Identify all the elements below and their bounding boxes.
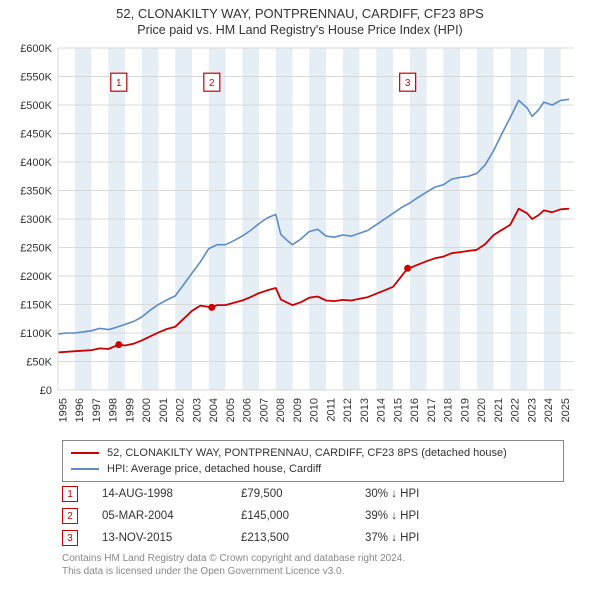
svg-text:2020: 2020 — [476, 398, 488, 422]
svg-text:£250K: £250K — [20, 243, 52, 255]
legend-item: 52, CLONAKILTY WAY, PONTPRENNAU, CARDIFF… — [71, 445, 555, 461]
sale-price: £145,000 — [241, 510, 341, 522]
svg-text:2023: 2023 — [526, 398, 538, 422]
svg-text:2018: 2018 — [443, 398, 455, 422]
svg-text:2019: 2019 — [459, 398, 471, 422]
svg-text:2022: 2022 — [510, 398, 522, 422]
svg-text:£350K: £350K — [20, 186, 52, 198]
legend-item: HPI: Average price, detached house, Card… — [71, 461, 555, 477]
svg-text:2016: 2016 — [409, 398, 421, 422]
svg-text:£450K: £450K — [20, 129, 52, 141]
svg-text:2007: 2007 — [258, 398, 270, 422]
sale-marker-icon: 2 — [62, 508, 78, 524]
sale-row: 1 14-AUG-1998 £79,500 30% ↓ HPI — [62, 486, 564, 502]
svg-text:2009: 2009 — [292, 398, 304, 422]
svg-text:£500K: £500K — [20, 100, 52, 112]
svg-text:2006: 2006 — [242, 398, 254, 422]
svg-text:£200K: £200K — [20, 271, 52, 283]
svg-text:£50K: £50K — [26, 357, 52, 369]
footer-line: Contains HM Land Registry data © Crown c… — [62, 552, 564, 565]
svg-text:2014: 2014 — [376, 398, 388, 422]
sale-hpi-delta: 39% ↓ HPI — [365, 510, 419, 522]
svg-text:2002: 2002 — [175, 398, 187, 422]
svg-text:1: 1 — [116, 78, 122, 89]
legend-label: HPI: Average price, detached house, Card… — [107, 461, 321, 477]
svg-text:2005: 2005 — [225, 398, 237, 422]
svg-text:1999: 1999 — [124, 398, 136, 422]
svg-text:2012: 2012 — [342, 398, 354, 422]
sale-price: £79,500 — [241, 488, 341, 500]
title-subtitle: Price paid vs. HM Land Registry's House … — [0, 23, 600, 37]
svg-text:2010: 2010 — [309, 398, 321, 422]
chart-wrap: £0 £50K £100K £150K £200K £250K £300K £350K £400… — [0, 42, 600, 430]
svg-text:2: 2 — [209, 78, 215, 89]
legend-swatch — [71, 468, 99, 470]
sale-date: 14-AUG-1998 — [102, 488, 217, 500]
svg-text:£100K: £100K — [20, 328, 52, 340]
svg-text:2000: 2000 — [141, 398, 153, 422]
svg-text:2021: 2021 — [493, 398, 505, 422]
title-address: 52, CLONAKILTY WAY, PONTPRENNAU, CARDIFF… — [0, 6, 600, 21]
svg-text:2013: 2013 — [359, 398, 371, 422]
chart-title-block: 52, CLONAKILTY WAY, PONTPRENNAU, CARDIFF… — [0, 0, 600, 37]
svg-text:3: 3 — [405, 78, 411, 89]
copyright-footer: Contains HM Land Registry data © Crown c… — [62, 552, 564, 578]
sales-table: 1 14-AUG-1998 £79,500 30% ↓ HPI 2 05-MAR… — [62, 486, 564, 552]
legend-label: 52, CLONAKILTY WAY, PONTPRENNAU, CARDIFF… — [107, 445, 507, 461]
sale-row: 2 05-MAR-2004 £145,000 39% ↓ HPI — [62, 508, 564, 524]
sale-marker-icon: 1 — [62, 486, 78, 502]
svg-text:1998: 1998 — [108, 398, 120, 422]
sale-row: 3 13-NOV-2015 £213,500 37% ↓ HPI — [62, 530, 564, 546]
svg-text:£550K: £550K — [20, 72, 52, 84]
svg-text:2008: 2008 — [275, 398, 287, 422]
svg-text:£0: £0 — [40, 385, 52, 397]
svg-text:£400K: £400K — [20, 157, 52, 169]
svg-text:2017: 2017 — [426, 398, 438, 422]
svg-text:1997: 1997 — [91, 398, 103, 422]
svg-text:£300K: £300K — [20, 214, 52, 226]
svg-text:£150K: £150K — [20, 300, 52, 312]
svg-text:2001: 2001 — [158, 398, 170, 422]
sale-price: £213,500 — [241, 532, 341, 544]
svg-text:£600K: £600K — [20, 43, 52, 55]
svg-text:2024: 2024 — [543, 398, 555, 422]
legend: 52, CLONAKILTY WAY, PONTPRENNAU, CARDIFF… — [62, 440, 564, 482]
sale-hpi-delta: 30% ↓ HPI — [365, 488, 419, 500]
sale-date: 13-NOV-2015 — [102, 532, 217, 544]
footer-line: This data is licensed under the Open Gov… — [62, 565, 564, 578]
svg-text:2004: 2004 — [208, 398, 220, 422]
legend-swatch — [71, 452, 99, 454]
svg-text:1996: 1996 — [74, 398, 86, 422]
svg-text:1995: 1995 — [57, 398, 69, 422]
price-chart: £0 £50K £100K £150K £200K £250K £300K £350K £400… — [0, 42, 600, 430]
sale-marker-icon: 3 — [62, 530, 78, 546]
svg-text:2025: 2025 — [560, 398, 572, 422]
svg-text:2015: 2015 — [392, 398, 404, 422]
svg-text:2011: 2011 — [325, 398, 337, 422]
sale-hpi-delta: 37% ↓ HPI — [365, 532, 419, 544]
svg-text:2003: 2003 — [191, 398, 203, 422]
sale-date: 05-MAR-2004 — [102, 510, 217, 522]
